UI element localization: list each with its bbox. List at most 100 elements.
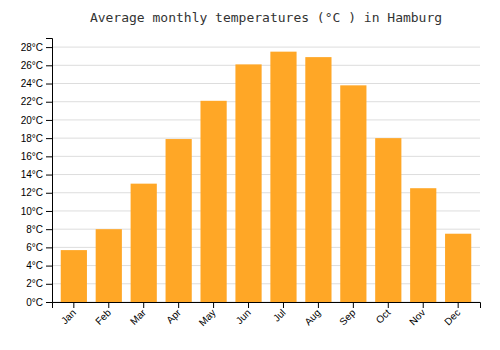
x-tick: Jul	[271, 302, 288, 324]
bar	[410, 188, 436, 302]
grid-line	[52, 138, 480, 139]
y-tick-label: 18°C	[21, 133, 43, 144]
grid-line	[52, 119, 480, 120]
y-tick: 2°C	[26, 278, 52, 289]
y-tick-label: 26°C	[21, 60, 43, 71]
y-tick-label: 16°C	[21, 151, 43, 162]
x-tick-label: Jun	[234, 307, 253, 326]
y-tick: 4°C	[26, 260, 52, 271]
y-tick-mark	[46, 156, 52, 157]
y-tick-mark	[46, 138, 52, 139]
y-tick-mark	[46, 175, 52, 176]
x-tick-mark	[318, 302, 319, 308]
y-axis: 0°C 2°C 4°C 6°C 8°C 10°C 12°C 14°C 16°C 18°C 20°C 2…	[21, 39, 53, 308]
grid-line	[52, 83, 480, 84]
x-tick-mark	[458, 302, 459, 308]
x-tick-label: May	[197, 307, 218, 328]
grid-line	[52, 47, 480, 48]
x-tick-label: Dec	[442, 307, 462, 327]
y-tick: 20°C	[21, 115, 52, 126]
x-tick-label: Jul	[271, 307, 288, 324]
x-tick: Sep	[337, 302, 358, 327]
y-tick-label: 10°C	[21, 206, 43, 217]
bar	[305, 57, 331, 302]
x-tick: May	[197, 302, 218, 328]
x-tick: Nov	[407, 302, 427, 327]
y-tick-mark	[46, 302, 52, 303]
x-tick-mark	[283, 302, 284, 308]
y-tick-label: 28°C	[21, 42, 43, 53]
y-tick-label: 0°C	[26, 297, 43, 308]
y-tick-mark	[46, 120, 52, 121]
x-tick-mark	[143, 302, 144, 308]
x-tick-label: Jan	[59, 307, 78, 326]
x-axis: Jan Feb Mar Apr May Jun Jul Aug Sep Oct Nov Dec	[53, 302, 481, 328]
grid-line	[52, 156, 480, 157]
bar	[270, 52, 296, 302]
x-tick-label: Sep	[337, 307, 358, 328]
x-tick-label: Oct	[374, 307, 393, 326]
y-tick: 28°C	[21, 42, 52, 53]
x-tick: Feb	[93, 302, 113, 327]
y-tick-label: 12°C	[21, 187, 43, 198]
y-tick-mark	[46, 284, 52, 285]
y-tick-label: 24°C	[21, 78, 43, 89]
x-tick-mark	[248, 302, 249, 308]
y-tick: 14°C	[21, 169, 52, 180]
x-tick: Dec	[442, 302, 462, 327]
y-tick-mark	[46, 211, 52, 212]
plot-area: 0°C 2°C 4°C 6°C 8°C 10°C 12°C 14°C 16°C 18°C 20°C 2…	[21, 39, 481, 329]
bar	[166, 139, 192, 302]
y-tick: 18°C	[21, 133, 52, 144]
y-tick: 10°C	[21, 206, 52, 217]
x-tick: Aug	[302, 302, 322, 327]
bars	[61, 52, 472, 302]
grid-line	[52, 174, 480, 175]
y-tick-mark	[46, 247, 52, 248]
bar	[200, 101, 226, 302]
y-tick: 24°C	[21, 78, 52, 89]
x-axis-line	[53, 303, 481, 309]
y-tick-mark	[46, 102, 52, 103]
grid-line	[52, 65, 480, 66]
y-tick-label: 4°C	[26, 260, 43, 271]
x-tick-mark	[178, 302, 179, 308]
grid-line	[52, 101, 480, 102]
y-tick-label: 8°C	[26, 224, 43, 235]
y-tick: 0°C	[26, 297, 52, 308]
x-tick: Mar	[128, 302, 148, 327]
y-tick-mark	[46, 266, 52, 267]
bar	[340, 85, 366, 302]
bar	[96, 229, 122, 302]
y-tick: 8°C	[26, 224, 52, 235]
x-tick-mark	[73, 302, 74, 308]
y-tick: 22°C	[21, 96, 52, 107]
y-tick-mark	[46, 229, 52, 230]
y-tick-label: 14°C	[21, 169, 43, 180]
x-tick-mark	[353, 302, 354, 308]
x-tick: Jun	[234, 302, 253, 326]
bar	[131, 184, 157, 302]
x-tick-label: Nov	[407, 307, 427, 327]
x-tick-label: Aug	[302, 307, 322, 327]
y-tick-label: 2°C	[26, 278, 43, 289]
y-tick: 12°C	[21, 187, 52, 198]
y-tick-label: 6°C	[26, 242, 43, 253]
y-tick: 26°C	[21, 60, 52, 71]
x-tick-label: Feb	[93, 307, 113, 327]
x-tick: Oct	[374, 302, 393, 326]
bar	[445, 234, 471, 302]
bar	[375, 138, 401, 302]
y-tick: 6°C	[26, 242, 52, 253]
y-tick-label: 20°C	[21, 115, 43, 126]
y-tick-mark	[46, 84, 52, 85]
y-tick-mark	[46, 47, 52, 48]
grid	[52, 47, 480, 302]
x-tick: Apr	[164, 302, 183, 326]
x-tick-label: Apr	[164, 306, 183, 325]
bar	[61, 250, 87, 302]
x-tick: Jan	[59, 302, 78, 326]
y-axis-line	[46, 39, 53, 303]
y-tick-mark	[46, 65, 52, 66]
y-tick-mark	[46, 193, 52, 194]
